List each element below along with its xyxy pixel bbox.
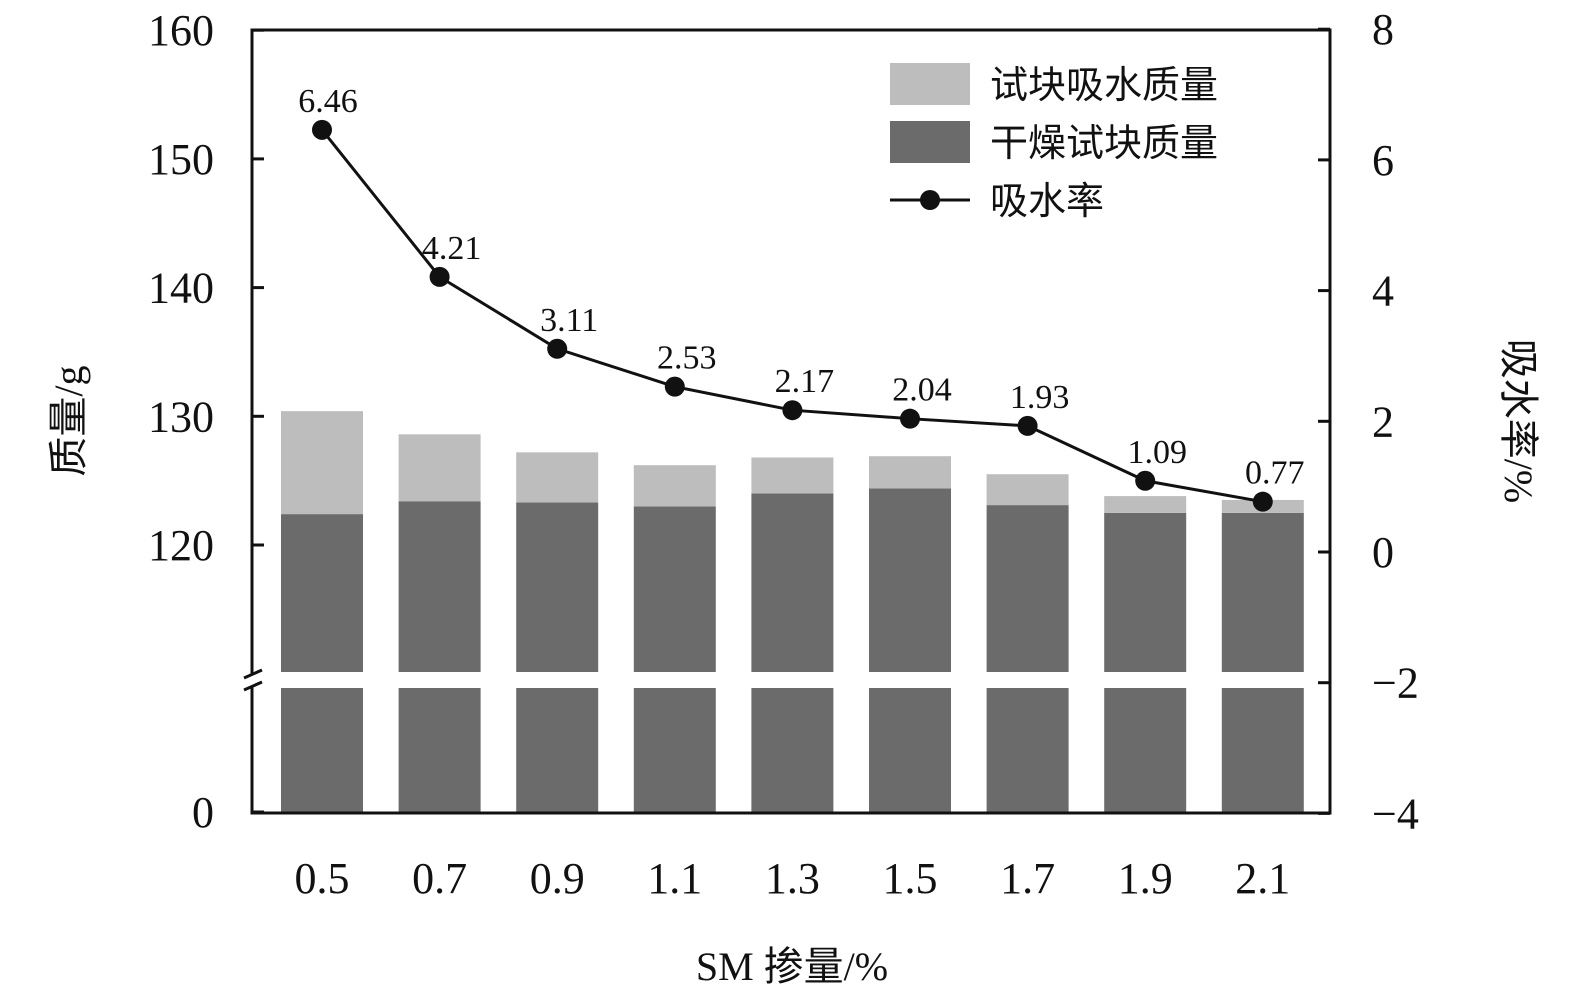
x-tick-label: 1.1	[647, 854, 702, 903]
legend: 试块吸水质量 干燥试块质量 吸水率	[890, 63, 1218, 223]
bar-dry-lower	[398, 688, 481, 812]
bar-dry	[986, 505, 1069, 672]
bar-dry	[1104, 512, 1187, 672]
bar-absorbed	[869, 456, 951, 489]
y2-tick-label: 4	[1372, 267, 1394, 316]
bar-dry	[633, 506, 716, 672]
y2-tick-label: 6	[1372, 136, 1394, 185]
bar-dry	[398, 501, 481, 672]
bar-absorbed	[516, 452, 599, 503]
x-tick-label: 1.7	[1000, 854, 1055, 903]
bar-dry	[751, 493, 834, 672]
y2-tick-label: 0	[1372, 528, 1394, 577]
bar-absorbed	[398, 434, 481, 502]
legend-absorbed: 试块吸水质量	[990, 65, 1218, 107]
rate-point	[1252, 491, 1273, 512]
y2-tick-label: 2	[1372, 397, 1394, 446]
rate-point	[429, 266, 450, 287]
bar-dry	[281, 514, 363, 672]
bar-dry-lower	[751, 688, 834, 812]
legend-swatch-absorbed	[890, 63, 970, 105]
bar-absorbed	[986, 474, 1069, 506]
rate-point	[1017, 415, 1038, 436]
x-tick-label: 0.9	[530, 854, 585, 903]
legend-dry: 干燥试块质量	[990, 123, 1218, 165]
rate-data-label: 3.11	[540, 302, 598, 339]
y2-tick-label: −4	[1372, 789, 1419, 838]
bar-dry	[1221, 512, 1304, 672]
y-tick-label: 0	[192, 788, 214, 837]
rate-point	[1135, 470, 1156, 491]
x-tick-label: 1.9	[1118, 854, 1173, 903]
axis-break-mark	[243, 680, 263, 692]
bar-dry	[869, 488, 951, 672]
water-absorption-line: 6.46 4.21 3.11 2.53 2.17 2.04 1.93 1.09 0.77	[298, 83, 1305, 512]
bar-dry-lower	[281, 688, 363, 812]
rate-point	[664, 376, 685, 397]
x-tick-label: 1.3	[765, 854, 820, 903]
legend-marker	[920, 190, 940, 210]
y2-tick-label: 8	[1372, 5, 1394, 54]
x-tick-label: 0.7	[412, 854, 467, 903]
y2-tick-label: −2	[1372, 659, 1419, 708]
rate-data-label: 2.04	[892, 372, 952, 409]
rate-data-label: 1.09	[1127, 434, 1187, 471]
x-tick-label: 0.5	[295, 854, 350, 903]
bar-absorbed	[751, 457, 834, 494]
rate-data-label: 2.53	[657, 340, 717, 377]
bar-dry-lower	[1104, 688, 1187, 812]
y-tick-label: 130	[148, 392, 214, 441]
rate-point	[782, 400, 803, 421]
y-tick-label: 140	[148, 264, 214, 313]
bar-absorbed	[281, 411, 363, 515]
y-tick-label: 160	[148, 6, 214, 55]
rate-point	[547, 338, 568, 359]
bar-absorbed	[1104, 496, 1187, 513]
rate-data-label: 0.77	[1245, 455, 1305, 492]
rate-data-label: 1.93	[1010, 379, 1070, 416]
bar-dry-lower	[1221, 688, 1304, 812]
legend-rate: 吸水率	[990, 181, 1104, 223]
legend-swatch-dry	[890, 121, 970, 163]
axes: 0.5 0.7 0.9 1.1 1.3 1.5 1.7 1.9 2.1 0 120 130 140 150…	[148, 5, 1419, 903]
y2-axis-label: 吸水率/%	[1496, 339, 1541, 503]
rate-data-label: 2.17	[775, 363, 835, 400]
bar-dry-lower	[869, 688, 951, 812]
axis-break-mark	[243, 668, 263, 680]
bar-dry-lower	[516, 688, 599, 812]
y-tick-label: 120	[148, 521, 214, 570]
y-tick-label: 150	[148, 135, 214, 184]
x-tick-label: 2.1	[1235, 854, 1290, 903]
rate-point	[312, 119, 332, 140]
bar-absorbed	[633, 465, 716, 507]
y-axis-label: 质量/g	[46, 365, 91, 476]
rate-data-label: 6.46	[298, 83, 358, 120]
x-axis-label: SM 掺量/%	[696, 944, 888, 989]
bar-dry	[516, 502, 599, 672]
bar-dry-lower	[986, 688, 1069, 812]
rate-point	[900, 408, 920, 429]
bars	[281, 411, 1304, 812]
bar-dry-lower	[633, 688, 716, 812]
rate-data-label: 4.21	[422, 230, 482, 267]
x-tick-label: 1.5	[883, 854, 938, 903]
